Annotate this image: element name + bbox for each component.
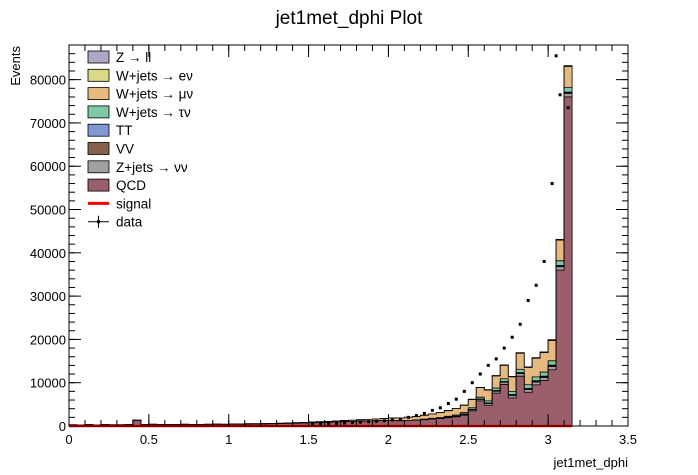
data-point [414,414,418,418]
legend-entry-z-ll: Z → ll [87,50,151,65]
legend-label: Z → ll [116,50,151,65]
data-point [350,421,354,425]
data-point [554,54,558,58]
x-tick-label: 3.5 [619,432,637,447]
legend-entry-z-jets: Z+jets → νν [87,160,188,175]
x-tick-label: 2 [385,432,392,447]
data-point [566,106,570,110]
legend-entry-w-jets: W+jets → τν [87,105,191,120]
data-point [343,421,347,425]
y-tick-label: 0 [59,419,66,434]
data-point [494,357,498,361]
x-tick-label: 1 [225,432,232,447]
legend-swatch-dot [97,220,100,224]
data-point [550,182,554,186]
legend-entry-signal: signal [88,196,151,211]
legend-entry-qcd: QCD [87,178,146,193]
data-point [558,93,562,97]
data-point [510,335,514,339]
legend-swatch [87,87,110,100]
legend-entry-w-jets-e: W+jets → eν [87,68,193,83]
data-point [462,389,466,393]
legend-entry-data: data [88,215,143,230]
legend-swatch [87,105,110,119]
y-tick-label: 80000 [30,73,66,88]
data-point [422,411,426,415]
data-point [390,418,394,422]
data-point [398,417,402,421]
data-point [470,381,474,385]
data-point [446,401,450,405]
legend-label: TT [116,123,133,138]
data-point [438,406,442,410]
data-point [382,419,386,423]
legend-label: Z+jets → νν [116,160,188,175]
legend-label: W+jets → eν [116,68,193,83]
data-point [518,322,522,326]
x-tick-label: 0.5 [140,432,158,447]
y-tick-label: 30000 [30,289,66,304]
legend-label: VV [116,142,134,157]
data-point [526,298,530,302]
data-point [319,422,323,426]
y-axis-label: Events [8,46,23,86]
y-tick-label: 60000 [30,159,66,174]
data-point [502,346,506,350]
x-tick-label: 2.5 [459,432,477,447]
y-tick-label: 50000 [30,203,66,218]
data-point [478,372,482,376]
legend-label: W+jets → μν [116,87,193,102]
data-point [358,420,362,424]
data-point [542,259,546,263]
legend-swatch [87,142,110,155]
data-point [454,397,458,401]
data-point [374,419,378,423]
legend-entry-vv: VV [87,142,134,157]
legend-swatch [87,123,110,137]
legend-entry-tt: TT [87,123,133,138]
legend: Z → ll W+jets → eν W+jets → μν W+jets → τν T… [87,50,193,230]
chart-title: jet1met_dphi Plot [275,8,424,29]
data-point [366,420,370,424]
y-tick-label: 40000 [30,246,66,261]
data-point [486,363,490,367]
y-tick-label: 10000 [30,376,66,391]
legend-entry-w-jets: W+jets → μν [87,87,193,102]
y-tick-label: 20000 [30,332,66,347]
x-tick-label: 0 [65,432,72,447]
y-tick-label: 70000 [30,116,66,131]
legend-swatch [87,68,110,82]
data-point [534,283,538,287]
data-point [335,421,339,425]
legend-swatch [87,160,110,174]
legend-swatch [87,50,110,64]
data-point [430,408,434,412]
x-tick-label: 3 [545,432,552,447]
legend-label: QCD [116,178,146,193]
data-points [311,54,570,426]
legend-label: W+jets → τν [116,105,191,120]
legend-label: data [116,215,143,230]
data-point [327,422,331,426]
legend-swatch [87,178,110,192]
axes: 0 0.5 1 1.5 2 2.5 3 3.5 0 10000 20000 30000 40000 500… [30,44,637,447]
data-point [311,422,315,426]
x-tick-label: 1.5 [300,432,318,447]
legend-label: signal [116,196,151,211]
data-point [406,415,410,419]
x-axis-label: jet1met_dphi [553,455,629,470]
